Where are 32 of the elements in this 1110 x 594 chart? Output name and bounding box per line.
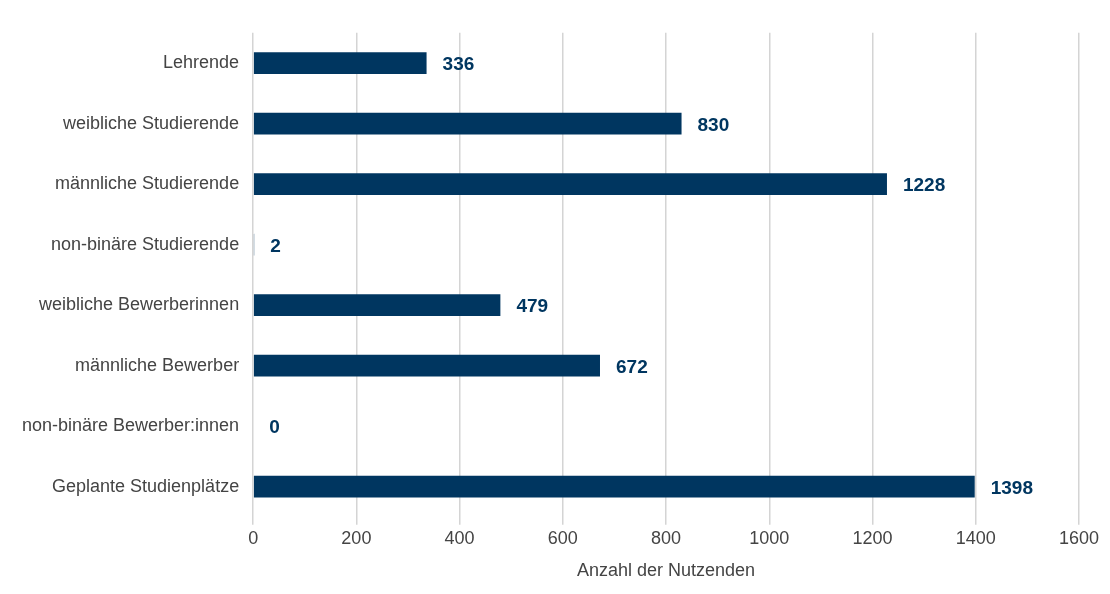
data-label: 479 bbox=[516, 295, 549, 317]
x-tick-label: 800 bbox=[651, 527, 682, 548]
x-tick-label: 400 bbox=[444, 527, 475, 548]
x-tick-label: 1400 bbox=[955, 527, 996, 548]
data-label: 672 bbox=[615, 355, 648, 377]
y-tick-label: Lehrende bbox=[163, 52, 240, 73]
x-tick-label: 200 bbox=[341, 527, 372, 548]
data-label: 336 bbox=[442, 53, 475, 75]
data-label: 830 bbox=[697, 113, 730, 135]
y-tick-label: männliche Bewerber bbox=[75, 354, 240, 375]
data-label: 1398 bbox=[990, 476, 1033, 498]
x-axis-title: Anzahl der Nutzenden bbox=[577, 560, 756, 581]
data-label: 1228 bbox=[902, 174, 946, 196]
bar bbox=[253, 354, 600, 377]
bar bbox=[253, 173, 887, 195]
y-tick-label: männliche Studierende bbox=[55, 173, 240, 194]
bar bbox=[253, 52, 427, 74]
data-label: 0 bbox=[269, 416, 280, 438]
y-tick-label: non-binäre Bewerber:innen bbox=[21, 415, 240, 436]
x-tick-label: 1000 bbox=[749, 527, 790, 548]
data-label: 2 bbox=[270, 234, 281, 256]
x-tick-label: 0 bbox=[248, 527, 259, 548]
bar bbox=[253, 294, 501, 316]
x-tick-label: 600 bbox=[547, 527, 578, 548]
x-tick-label: 1600 bbox=[1058, 527, 1099, 548]
x-tick-label: 1200 bbox=[852, 527, 893, 548]
y-tick-label: weibliche Studierende bbox=[62, 112, 240, 133]
y-tick-label: Geplante Studienplätze bbox=[52, 475, 240, 496]
bar bbox=[253, 112, 682, 135]
bar bbox=[253, 475, 975, 498]
y-tick-label: weibliche Bewerberinnen bbox=[38, 294, 240, 315]
y-tick-label: non-binäre Studierende bbox=[51, 233, 240, 254]
